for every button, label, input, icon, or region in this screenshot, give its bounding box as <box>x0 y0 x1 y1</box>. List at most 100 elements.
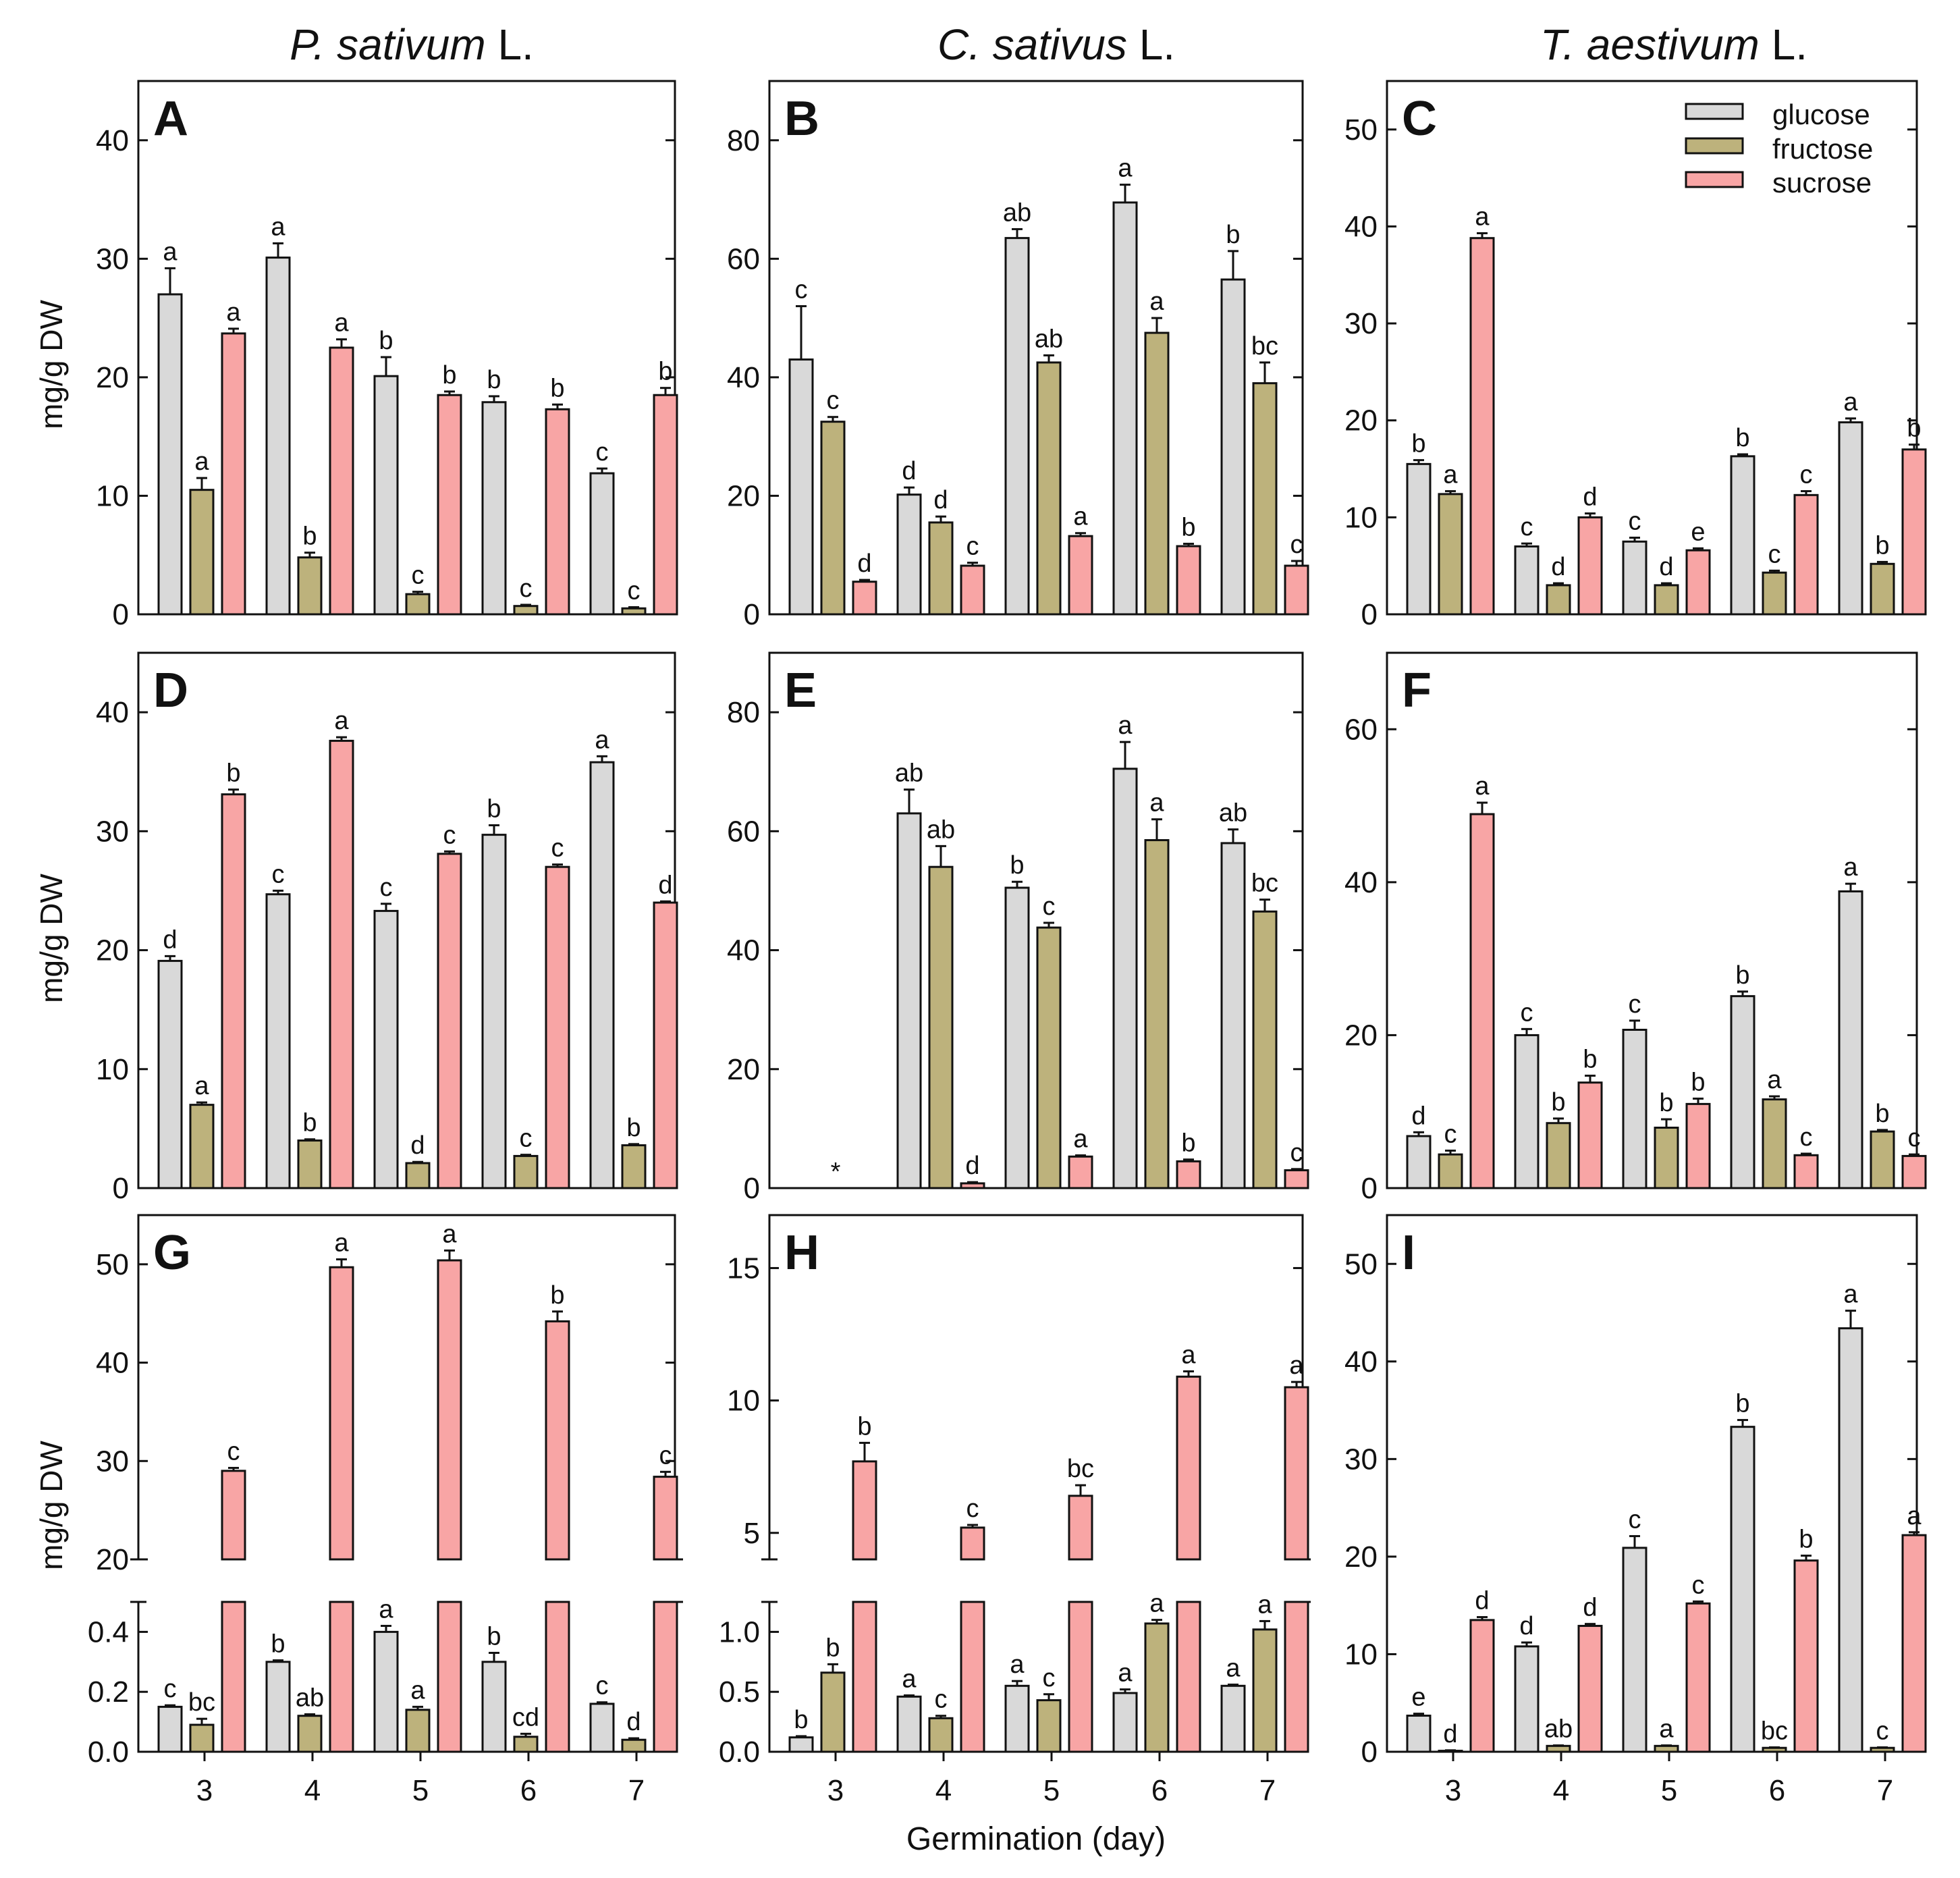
bar-sucrose <box>1685 549 1711 616</box>
significance-letter: b <box>1551 1088 1565 1117</box>
y-tick-label: 40 <box>727 361 760 394</box>
significance-letter: b <box>1907 414 1921 443</box>
y-tick-label: 0.2 <box>88 1675 129 1709</box>
bar-fructose <box>621 1144 647 1189</box>
y-tick-label: 20 <box>727 1053 760 1086</box>
significance-letter: b <box>1583 1045 1597 1073</box>
significance-letter: d <box>1551 553 1565 581</box>
bar-sucrose <box>1469 1619 1495 1753</box>
significance-letter: cd <box>512 1703 539 1732</box>
y-tick-label: 60 <box>1344 713 1378 746</box>
bar-glucose <box>1220 842 1246 1189</box>
bar-glucose <box>1514 1645 1540 1753</box>
significance-letter: b <box>825 1634 840 1662</box>
bar-glucose <box>481 834 507 1189</box>
significance-letter: ab <box>927 815 955 844</box>
significance-letter: c <box>227 1437 240 1466</box>
axis-frame-upper <box>137 1214 676 1559</box>
significance-letter: c <box>1290 531 1303 559</box>
bar-sucrose <box>1901 448 1927 616</box>
significance-letter: a <box>1475 772 1490 801</box>
y-tick-label: 0 <box>744 1172 760 1205</box>
y-tick-label: 30 <box>1344 1443 1378 1476</box>
bar-fructose <box>405 593 431 616</box>
bar-glucose <box>1220 1684 1246 1753</box>
bar-fructose <box>1762 571 1787 616</box>
significance-letter: c <box>596 438 609 466</box>
y-tick-label: 60 <box>727 242 760 275</box>
bar-fructose <box>928 521 954 616</box>
significance-letter: a <box>194 448 209 476</box>
bar-glucose <box>1838 890 1863 1189</box>
significance-letter: c <box>1521 998 1533 1027</box>
bar-sucrose <box>852 1601 877 1753</box>
significance-letter: c <box>1629 1506 1641 1534</box>
bar-fructose <box>405 1709 431 1753</box>
bar-glucose <box>373 375 399 616</box>
legend-label-sucrose: sucrose <box>1772 167 1872 198</box>
bar-sucrose <box>545 408 570 616</box>
significance-letter: c <box>827 387 840 415</box>
significance-letter: c <box>272 860 285 888</box>
y-tick-label: 20 <box>727 479 760 512</box>
y-tick-label: 30 <box>96 1445 129 1478</box>
legend-swatch-sucrose <box>1685 171 1744 188</box>
bar-sucrose <box>1176 1160 1201 1189</box>
panel-letter: G <box>153 1226 191 1280</box>
significance-letter: bc <box>1761 1717 1788 1745</box>
significance-letter: a <box>1443 461 1458 489</box>
bar-sucrose <box>329 346 354 616</box>
bar-glucose <box>1004 886 1030 1189</box>
bar-fructose <box>1036 1699 1062 1753</box>
bar-sucrose <box>545 865 570 1189</box>
significance-letter: c <box>1800 1123 1813 1152</box>
y-tick-label: 5 <box>744 1517 760 1550</box>
y-tick-label: 20 <box>96 361 129 394</box>
bar-fructose <box>1546 584 1571 616</box>
x-tick-label: 5 <box>412 1774 429 1807</box>
y-tick-label: 0.4 <box>88 1615 129 1648</box>
significance-letter: c <box>520 574 533 603</box>
legend-label-glucose: glucose <box>1772 99 1870 130</box>
significance-letter: ab <box>1219 799 1247 828</box>
bar-glucose <box>1514 545 1540 616</box>
y-tick-label: 10 <box>96 1053 129 1086</box>
bar-fructose <box>928 865 954 1189</box>
significance-letter: c <box>412 562 425 590</box>
y-axis-label-row3: mg/g DW <box>34 1441 69 1570</box>
bar-glucose <box>896 812 922 1189</box>
significance-letter: d <box>1583 1594 1597 1622</box>
significance-letter: d <box>933 486 948 514</box>
panel-a: 0 10 20 30 40 Aa a a a b a b c b b c b c c b <box>96 80 678 631</box>
title-c-sativus: C. sativus L. <box>937 20 1175 69</box>
bar-fructose <box>1144 331 1170 616</box>
bar-sucrose <box>1469 813 1495 1189</box>
significance-letter: b <box>271 1630 285 1659</box>
bar-sucrose <box>329 739 354 1189</box>
bar-glucose <box>265 257 291 616</box>
bar-fructose <box>1870 562 1895 616</box>
y-tick-label: 40 <box>1344 1345 1378 1378</box>
y-tick-label: 0 <box>1361 1172 1378 1205</box>
bar-fructose <box>1762 1746 1787 1753</box>
significance-letter: a <box>410 1676 425 1705</box>
bar-glucose <box>1220 278 1246 616</box>
y-tick-label: 10 <box>1344 501 1378 534</box>
bar-glucose <box>373 909 399 1189</box>
axis-frame <box>768 80 1304 616</box>
x-tick-label: 6 <box>1769 1774 1785 1807</box>
bar-sucrose <box>653 394 678 616</box>
bar-glucose <box>1004 1684 1030 1753</box>
bar-glucose <box>1004 237 1030 616</box>
y-axis-label-row1: mg/g DW <box>34 300 69 429</box>
bar-glucose <box>1406 1715 1432 1753</box>
bar-fructose <box>297 1139 323 1189</box>
bar-sucrose <box>852 581 877 616</box>
bar-sucrose <box>1793 1559 1819 1753</box>
bar-glucose <box>896 1695 922 1753</box>
y-tick-label: 80 <box>727 124 760 157</box>
significance-letter: a <box>1475 203 1490 232</box>
y-tick-label: 0 <box>113 598 129 631</box>
